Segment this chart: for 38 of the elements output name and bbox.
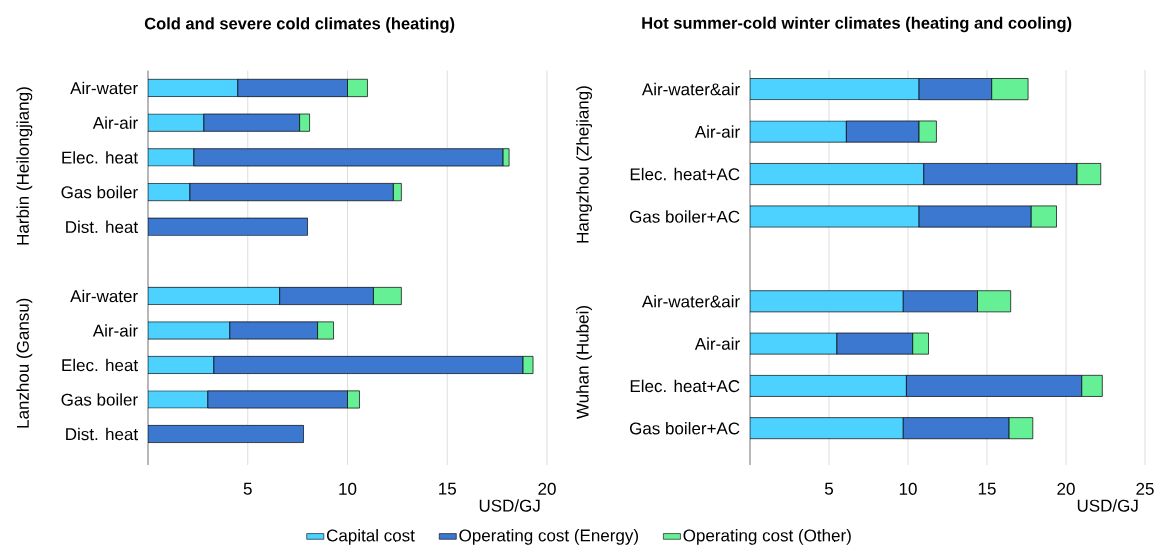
x-tick-label: 10 — [899, 482, 917, 495]
legend-label: Operating cost (Energy) — [459, 529, 638, 545]
y-tick-label: Air-air — [92, 116, 138, 129]
y-tick-label: Gas boiler — [61, 393, 138, 406]
x-tick-label: 15 — [978, 482, 996, 495]
y-tick-label: Air-air — [694, 125, 740, 138]
y-tick-label: Air-water&air — [641, 82, 740, 96]
y-tick-label: Air-air — [694, 337, 740, 350]
chart-title: Hot summer-cold winter climates (heating and cooling) — [642, 16, 1072, 33]
legend-label: Capital cost — [326, 529, 415, 545]
y-tick-label: Elec. heat+AC — [630, 379, 740, 393]
y-tick-label: Elec. heat+AC — [630, 167, 740, 181]
y-tick-label: Gas boiler — [61, 185, 138, 199]
x-tick-label: 10 — [339, 482, 357, 495]
y-tick-label: Air-water&air — [641, 295, 740, 308]
y-tick-label: Elec. heat — [62, 151, 138, 164]
x-tick-label: 5 — [824, 482, 833, 495]
chart-title: Cold and severe cold climates (heating) — [144, 17, 455, 33]
x-tick-label: 5 — [243, 482, 252, 495]
y-axis-title: Wuhan (Hubei) — [576, 306, 593, 419]
y-tick-label: Dist. heat — [66, 427, 138, 441]
y-axis-title: Harbin (Heilongjiang) — [16, 87, 33, 245]
y-tick-label: Gas boiler+AC — [629, 421, 740, 435]
x-tick-label: 20 — [1057, 482, 1075, 495]
y-tick-label: Air-water — [70, 289, 138, 303]
y-axis-title: Lanzhou (Gansu) — [16, 298, 33, 428]
y-tick-label: Air-air — [92, 324, 138, 337]
y-tick-label: Air-water — [70, 81, 138, 95]
x-tick-label: 15 — [439, 482, 456, 495]
x-tick-label: 25 — [1136, 482, 1154, 495]
y-tick-label: Elec. heat — [62, 358, 138, 372]
legend-label: Operating cost (Other) — [683, 529, 851, 545]
x-axis-title: USD/GJ — [1077, 499, 1138, 512]
x-tick-label: 20 — [538, 482, 556, 495]
y-axis-title: Hangzhou (Zhejiang) — [576, 86, 593, 243]
x-axis-title: USD/GJ — [479, 499, 540, 512]
y-tick-label: Gas boiler+AC — [629, 210, 740, 223]
y-tick-label: Dist. heat — [66, 220, 138, 234]
